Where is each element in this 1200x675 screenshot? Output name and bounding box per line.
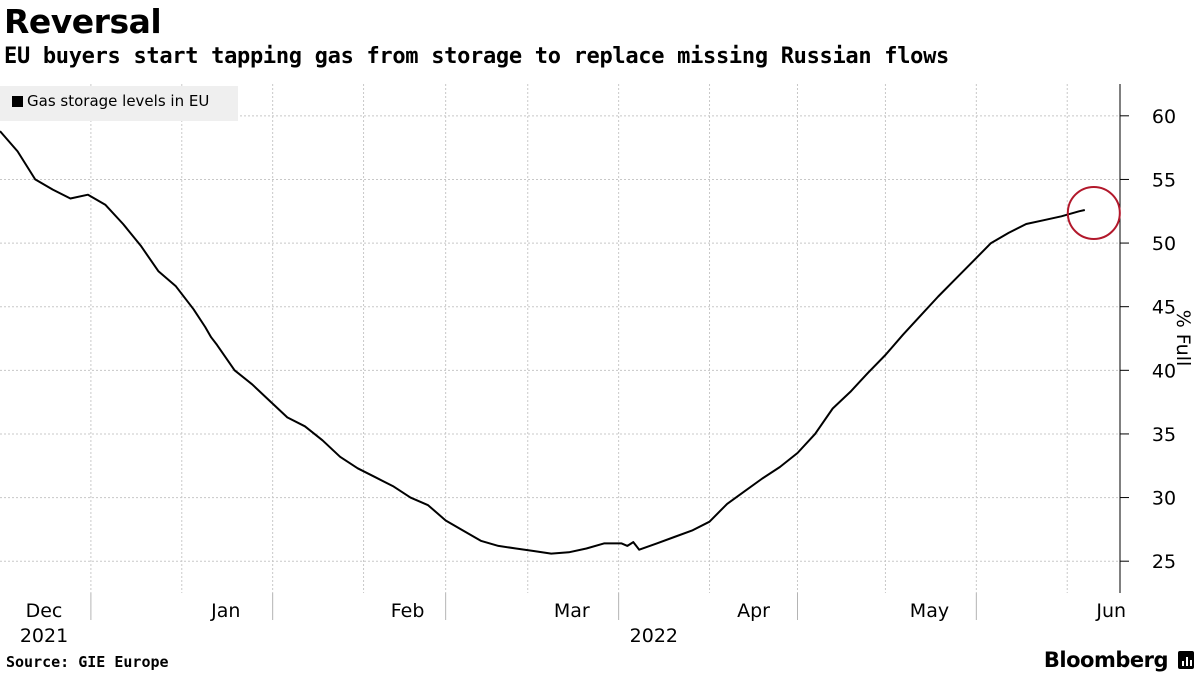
x-tick-label: Mar <box>554 600 590 622</box>
legend-label: Gas storage levels in EU <box>27 92 210 110</box>
x-tick-label: May <box>910 600 949 622</box>
x-tick-label: Jun <box>1095 600 1126 622</box>
y-tick-label: 25 <box>1152 551 1176 573</box>
x-tick-label: Dec <box>26 600 63 622</box>
y-tick-label: 55 <box>1152 169 1176 191</box>
y-tick-label: 30 <box>1152 488 1176 510</box>
y-tick-label: 50 <box>1152 233 1176 255</box>
chart-subtitle: EU buyers start tapping gas from storage… <box>4 44 949 69</box>
x-tick-label: Apr <box>737 600 770 622</box>
brand-logo: Bloomberg <box>1043 648 1169 672</box>
x-year-label: 2022 <box>630 625 678 647</box>
series-line <box>0 130 1086 555</box>
y-tick-label: 45 <box>1152 297 1176 319</box>
x-tick-label: Jan <box>210 600 240 622</box>
legend-swatch <box>12 96 23 107</box>
y-axis-title: % Full <box>1172 310 1194 367</box>
legend <box>0 86 238 121</box>
y-tick-label: 60 <box>1152 106 1176 128</box>
source-note: Source: GIE Europe <box>6 653 169 671</box>
terminal-icon <box>1178 651 1194 669</box>
highlight-circle <box>1066 185 1121 240</box>
x-year-label: 2021 <box>20 625 68 647</box>
y-tick-label: 40 <box>1152 360 1176 382</box>
x-tick-label: Feb <box>391 600 425 622</box>
y-tick-label: 35 <box>1152 424 1176 446</box>
chart-title: Reversal <box>4 2 162 41</box>
